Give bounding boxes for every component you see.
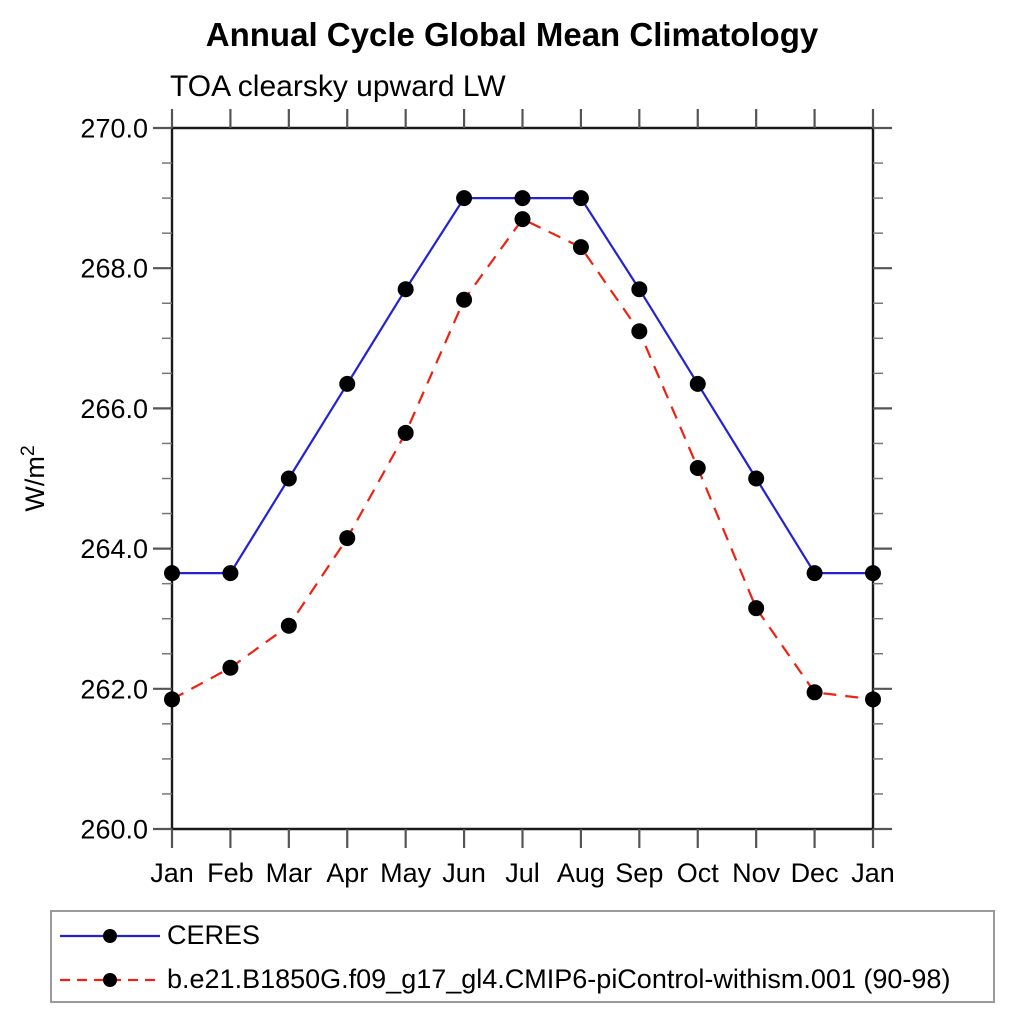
series-ceres xyxy=(164,190,881,582)
data-point-marker xyxy=(222,565,239,582)
data-point-marker xyxy=(806,565,823,582)
legend-marker-dot xyxy=(103,972,117,987)
data-point-marker xyxy=(748,470,765,487)
data-point-marker xyxy=(280,617,297,634)
y-tick-label: 264.0 xyxy=(80,534,148,564)
data-point-marker xyxy=(397,424,414,441)
solid-line-marker-icon xyxy=(60,928,160,943)
x-axis-labels: Jan Feb Mar Apr May Jun Jul Aug Sep Oct Nov Dec Jan xyxy=(150,858,895,888)
x-tick-label: Feb xyxy=(207,858,254,888)
x-tick-label: Oct xyxy=(677,858,720,888)
x-tick-label: Mar xyxy=(266,858,313,888)
x-tick-label: Jan xyxy=(150,858,194,888)
data-point-marker xyxy=(339,375,356,392)
y-tick-label: 262.0 xyxy=(80,674,148,704)
legend-item: b.e21.B1850G.f09_g17_gl4.CMIP6-piControl… xyxy=(52,959,993,1000)
y-axis-title: W/m2 xyxy=(17,445,50,511)
x-tick-label: May xyxy=(380,858,432,888)
data-point-marker xyxy=(748,600,765,617)
x-tick-label: Nov xyxy=(732,858,781,888)
data-point-marker xyxy=(865,565,881,582)
legend-label: b.e21.B1850G.f09_g17_gl4.CMIP6-piControl… xyxy=(167,964,951,994)
legend-label: CERES xyxy=(167,920,261,950)
chart-title: Annual Cycle Global Mean Climatology xyxy=(205,16,819,53)
data-point-marker xyxy=(514,190,531,207)
y-axis-labels: 260.0 262.0 264.0 266.0 268.0 270.0 xyxy=(80,114,148,845)
data-point-marker xyxy=(397,281,414,298)
data-point-marker xyxy=(456,291,473,308)
data-point-marker xyxy=(572,190,589,207)
x-tick-label: Dec xyxy=(791,858,839,888)
dashed-line-marker-icon xyxy=(60,972,160,987)
y-axis-ticks xyxy=(153,126,892,831)
y-tick-label: 268.0 xyxy=(80,254,148,284)
data-point-marker xyxy=(514,211,531,228)
data-point-marker xyxy=(689,459,706,476)
data-point-marker xyxy=(572,239,589,256)
x-tick-label: Sep xyxy=(615,858,663,888)
x-tick-label: Apr xyxy=(326,858,368,888)
legend-item: CERES xyxy=(52,915,993,956)
x-axis-ticks xyxy=(170,109,875,848)
data-point-marker xyxy=(689,375,706,392)
data-point-marker xyxy=(865,691,881,708)
legend-marker-dot xyxy=(103,928,117,943)
data-point-marker xyxy=(631,323,648,340)
x-tick-label: Jul xyxy=(505,858,540,888)
y-tick-label: 270.0 xyxy=(80,114,148,144)
data-point-marker xyxy=(339,530,356,547)
data-point-marker xyxy=(631,281,648,298)
y-tick-label: 260.0 xyxy=(80,815,148,845)
data-point-marker xyxy=(456,190,473,207)
y-tick-label: 266.0 xyxy=(80,394,148,424)
data-point-marker xyxy=(164,565,180,582)
data-point-marker xyxy=(164,691,180,708)
data-point-marker xyxy=(806,684,823,701)
x-tick-label: Aug xyxy=(557,858,605,888)
data-point-marker xyxy=(280,470,297,487)
x-tick-label: Jun xyxy=(442,858,486,888)
series-line xyxy=(171,217,874,701)
legend-box: CERES b.e21.B1850G.f09_g17_gl4.CMIP6-piCo… xyxy=(50,910,995,1003)
series-line xyxy=(172,197,873,575)
series-model xyxy=(164,211,881,708)
data-point-marker xyxy=(222,659,239,676)
x-tick-label: Jan xyxy=(851,858,895,888)
plot-frame xyxy=(170,126,875,831)
chart-subtitle: TOA clearsky upward LW xyxy=(170,70,506,103)
